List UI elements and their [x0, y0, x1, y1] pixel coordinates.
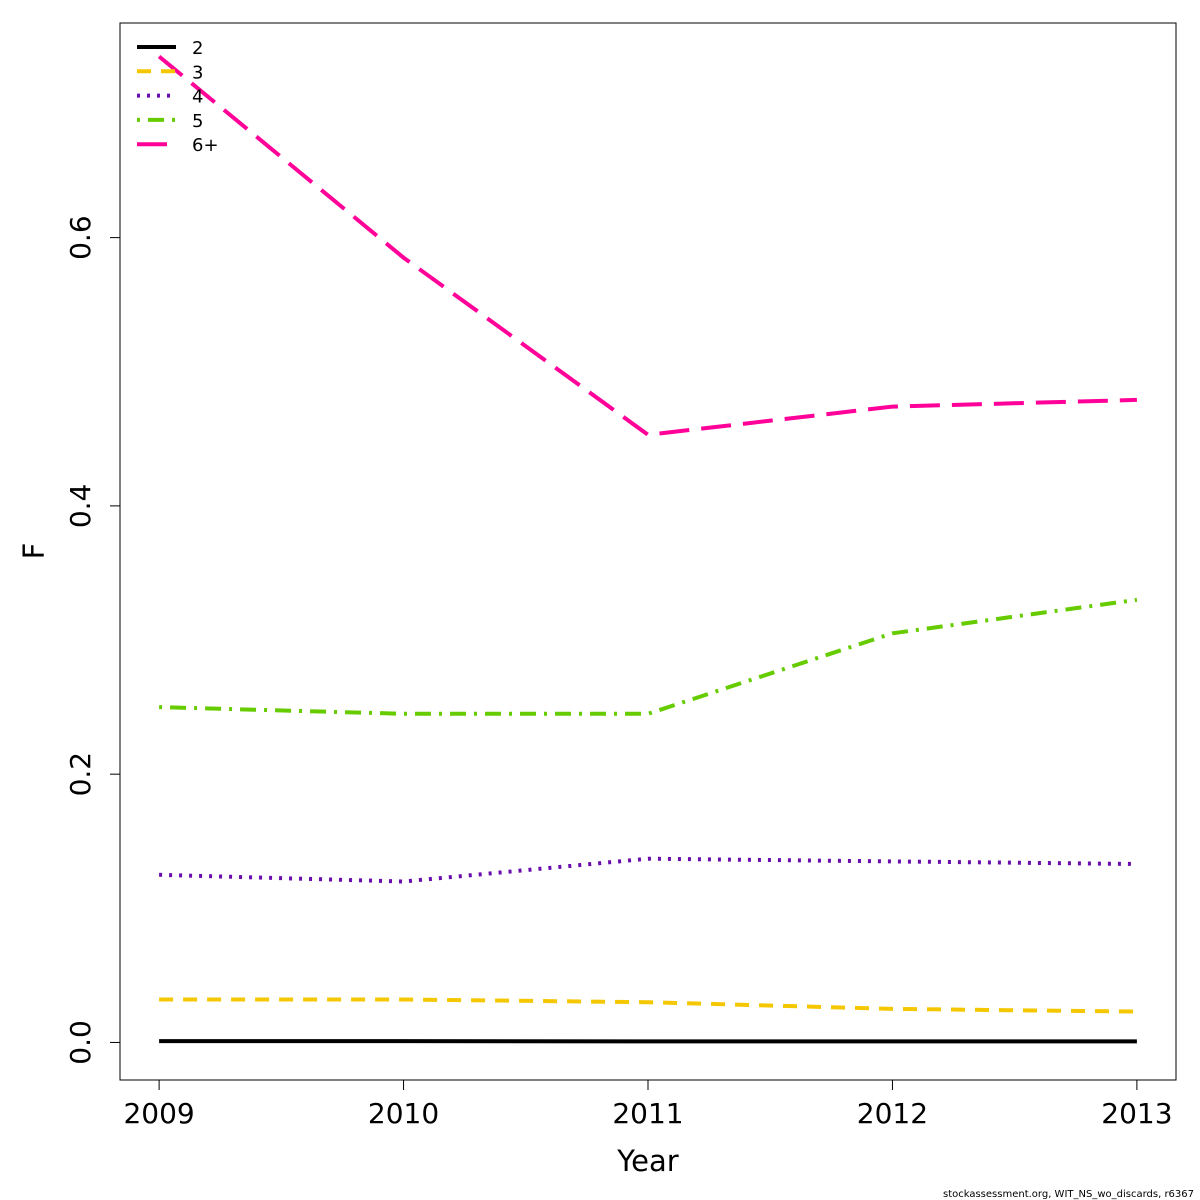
- series-lines: [157, 54, 1138, 1044]
- y-tick-label: 0.0: [64, 1020, 97, 1065]
- footer-note: stockassessment.org, WIT_NS_wo_discards,…: [943, 1189, 1194, 1200]
- x-tick-label: 2013: [1101, 1097, 1172, 1130]
- series-line-4: [159, 856, 1137, 884]
- x-tick-label: 2011: [612, 1097, 683, 1130]
- legend-label: 5: [192, 111, 203, 132]
- y-axis: 0.0 0.2 0.4 0.6: [64, 215, 121, 1065]
- y-tick-label: 0.2: [64, 752, 97, 797]
- y-tick-label: 0.4: [64, 484, 97, 529]
- legend-label: 6+: [192, 135, 219, 156]
- plot-frame: [119, 22, 1177, 1081]
- series-line-6plus: [157, 54, 1137, 437]
- legend-label: 2: [192, 38, 203, 59]
- y-axis-label: F: [17, 543, 51, 560]
- legend: 2 3 4 5 6+: [137, 38, 219, 156]
- x-axis: 2009 2010 2011 2012 2013: [123, 1079, 1173, 1130]
- x-tick-label: 2010: [368, 1097, 439, 1130]
- x-tick-label: 2009: [123, 1097, 194, 1130]
- legend-label: 3: [192, 62, 203, 83]
- x-tick-label: 2012: [857, 1097, 928, 1130]
- y-tick-label: 0.6: [64, 215, 97, 260]
- series-line-5: [159, 597, 1138, 716]
- x-axis-label: Year: [616, 1144, 678, 1178]
- legend-label: 4: [192, 87, 203, 108]
- series-line-3: [159, 997, 1137, 1014]
